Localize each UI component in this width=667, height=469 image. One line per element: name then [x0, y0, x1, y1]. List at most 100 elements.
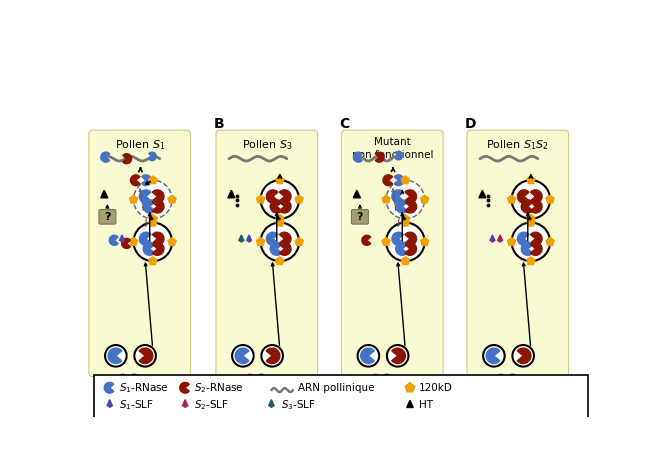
- Polygon shape: [421, 238, 429, 245]
- Polygon shape: [383, 175, 393, 186]
- Polygon shape: [143, 200, 155, 213]
- Circle shape: [512, 345, 534, 367]
- Polygon shape: [354, 152, 362, 162]
- Polygon shape: [496, 374, 504, 384]
- Circle shape: [512, 180, 550, 219]
- Polygon shape: [96, 375, 101, 381]
- Polygon shape: [279, 200, 291, 213]
- Polygon shape: [131, 175, 140, 186]
- Text: HT: HT: [420, 401, 434, 410]
- Polygon shape: [235, 375, 243, 382]
- Polygon shape: [149, 214, 157, 222]
- Text: ?: ?: [104, 212, 111, 222]
- Polygon shape: [149, 176, 157, 184]
- Text: C: C: [339, 117, 350, 131]
- Polygon shape: [247, 235, 251, 242]
- Circle shape: [261, 345, 283, 367]
- Polygon shape: [149, 219, 157, 226]
- Polygon shape: [382, 238, 390, 245]
- Polygon shape: [109, 235, 118, 245]
- Polygon shape: [183, 400, 187, 407]
- Polygon shape: [276, 219, 284, 226]
- Polygon shape: [527, 214, 535, 222]
- Polygon shape: [421, 195, 429, 203]
- Polygon shape: [546, 238, 554, 245]
- Polygon shape: [152, 190, 164, 203]
- Polygon shape: [474, 375, 480, 381]
- Polygon shape: [402, 214, 410, 222]
- Polygon shape: [527, 257, 535, 265]
- Polygon shape: [396, 242, 408, 255]
- Circle shape: [133, 223, 172, 261]
- Polygon shape: [269, 400, 274, 407]
- Polygon shape: [362, 235, 371, 245]
- Polygon shape: [266, 190, 278, 203]
- Polygon shape: [108, 348, 122, 363]
- Circle shape: [512, 223, 550, 261]
- Polygon shape: [149, 152, 156, 160]
- Polygon shape: [121, 238, 131, 249]
- Polygon shape: [406, 383, 415, 392]
- Polygon shape: [129, 238, 137, 245]
- Polygon shape: [129, 195, 137, 203]
- Circle shape: [386, 180, 425, 219]
- Polygon shape: [129, 374, 138, 384]
- Polygon shape: [407, 401, 414, 408]
- Polygon shape: [392, 348, 406, 363]
- Polygon shape: [270, 242, 281, 255]
- Polygon shape: [139, 232, 151, 245]
- Polygon shape: [402, 257, 410, 265]
- Text: Pollen $S_1$: Pollen $S_1$: [115, 139, 165, 152]
- Polygon shape: [392, 190, 404, 203]
- Polygon shape: [392, 232, 404, 245]
- Polygon shape: [295, 195, 303, 203]
- Polygon shape: [152, 232, 164, 245]
- Polygon shape: [498, 235, 502, 242]
- Polygon shape: [139, 190, 151, 203]
- Polygon shape: [279, 190, 291, 203]
- Circle shape: [134, 345, 156, 367]
- Circle shape: [261, 180, 299, 219]
- Polygon shape: [104, 382, 114, 393]
- FancyBboxPatch shape: [99, 210, 116, 224]
- Polygon shape: [479, 190, 486, 198]
- Text: Pollen $S_3$: Pollen $S_3$: [241, 139, 292, 152]
- Circle shape: [386, 223, 425, 261]
- Polygon shape: [508, 195, 516, 203]
- Polygon shape: [168, 238, 176, 245]
- Polygon shape: [361, 375, 369, 382]
- Polygon shape: [546, 195, 554, 203]
- Polygon shape: [139, 348, 153, 363]
- Polygon shape: [405, 242, 416, 255]
- Polygon shape: [239, 235, 243, 242]
- Circle shape: [261, 223, 299, 261]
- FancyBboxPatch shape: [93, 376, 588, 418]
- Text: $S_1$-SLF: $S_1$-SLF: [119, 399, 154, 412]
- Polygon shape: [223, 375, 229, 381]
- Polygon shape: [486, 348, 500, 363]
- Polygon shape: [279, 242, 291, 255]
- Polygon shape: [354, 190, 360, 198]
- Polygon shape: [382, 374, 390, 384]
- Polygon shape: [152, 200, 164, 213]
- Polygon shape: [257, 238, 265, 245]
- Text: $S_3$-SLF: $S_3$-SLF: [281, 399, 315, 412]
- Text: D: D: [465, 117, 476, 131]
- Polygon shape: [405, 190, 416, 203]
- Polygon shape: [530, 190, 542, 203]
- Polygon shape: [228, 190, 235, 198]
- Polygon shape: [101, 190, 108, 198]
- Polygon shape: [270, 200, 281, 213]
- Polygon shape: [185, 404, 187, 407]
- Polygon shape: [382, 195, 390, 203]
- Polygon shape: [371, 374, 379, 384]
- Polygon shape: [518, 348, 531, 363]
- Polygon shape: [108, 375, 116, 382]
- Polygon shape: [276, 257, 284, 265]
- Circle shape: [232, 345, 253, 367]
- FancyBboxPatch shape: [89, 130, 191, 377]
- Circle shape: [133, 180, 172, 219]
- Polygon shape: [405, 200, 416, 213]
- Text: $S_2$-SLF: $S_2$-SLF: [194, 399, 229, 412]
- Polygon shape: [235, 348, 249, 363]
